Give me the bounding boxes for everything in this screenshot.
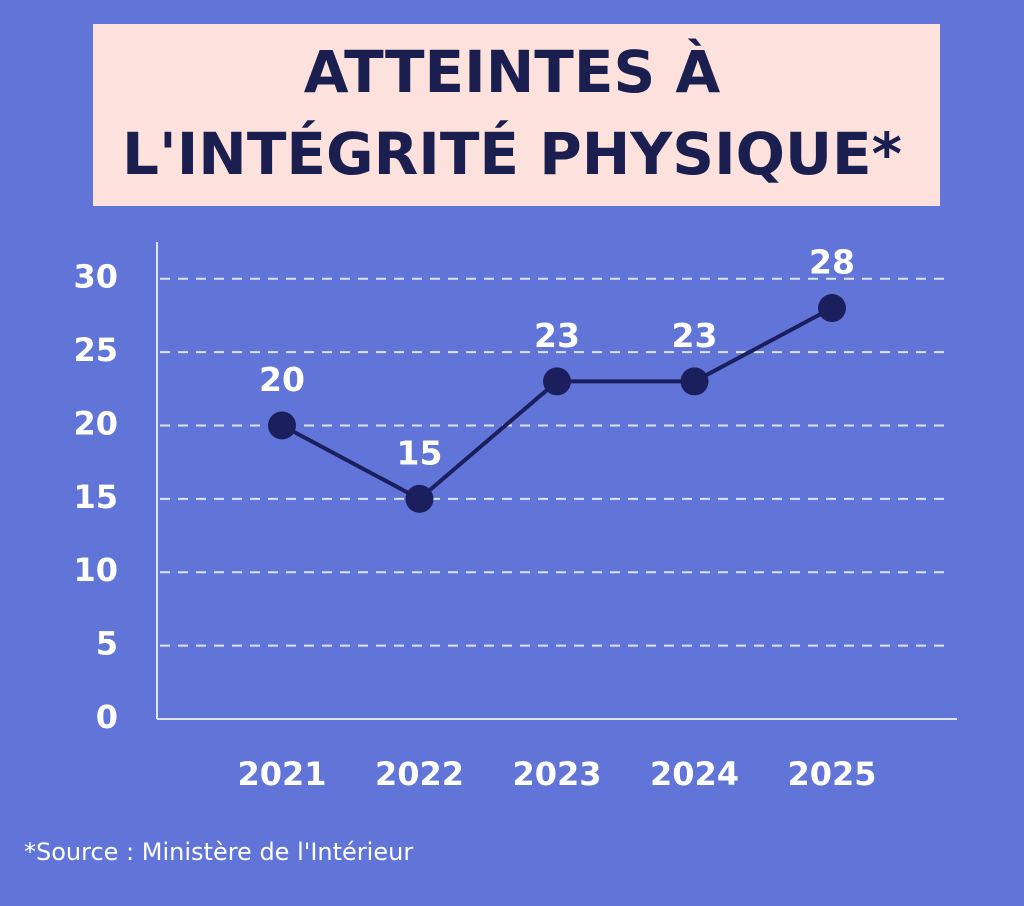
- y-tick-label: 30: [73, 258, 118, 296]
- point: [818, 294, 846, 323]
- point: [268, 411, 296, 440]
- y-tick-label: 15: [73, 478, 118, 516]
- point: [405, 484, 434, 513]
- y-tick-label: 25: [73, 331, 118, 369]
- data-label: 20: [259, 360, 305, 399]
- point: [543, 367, 571, 396]
- y-tick-label: 5: [96, 625, 118, 663]
- point: [680, 367, 709, 396]
- title-box: [93, 24, 940, 206]
- y-tick-label: 10: [73, 551, 118, 589]
- y-tick-label: 20: [73, 404, 118, 442]
- x-tick-label: 2022: [375, 755, 464, 793]
- data-label: 28: [809, 243, 855, 282]
- x-tick-label: 2021: [237, 755, 326, 793]
- x-tick-label: 2024: [650, 755, 739, 793]
- data-label: 15: [397, 433, 443, 472]
- chart-title: L'INTÉGRITÉ PHYSIQUE*: [122, 119, 902, 188]
- y-tick-label: 0: [96, 698, 118, 736]
- chart-title: ATTEINTES À: [304, 37, 721, 106]
- source-note: *Source : Ministère de l'Intérieur: [24, 838, 413, 866]
- x-tick-label: 2023: [512, 755, 601, 793]
- x-tick-label: 2025: [787, 755, 876, 793]
- data-label: 23: [672, 316, 718, 355]
- data-label: 23: [534, 316, 580, 355]
